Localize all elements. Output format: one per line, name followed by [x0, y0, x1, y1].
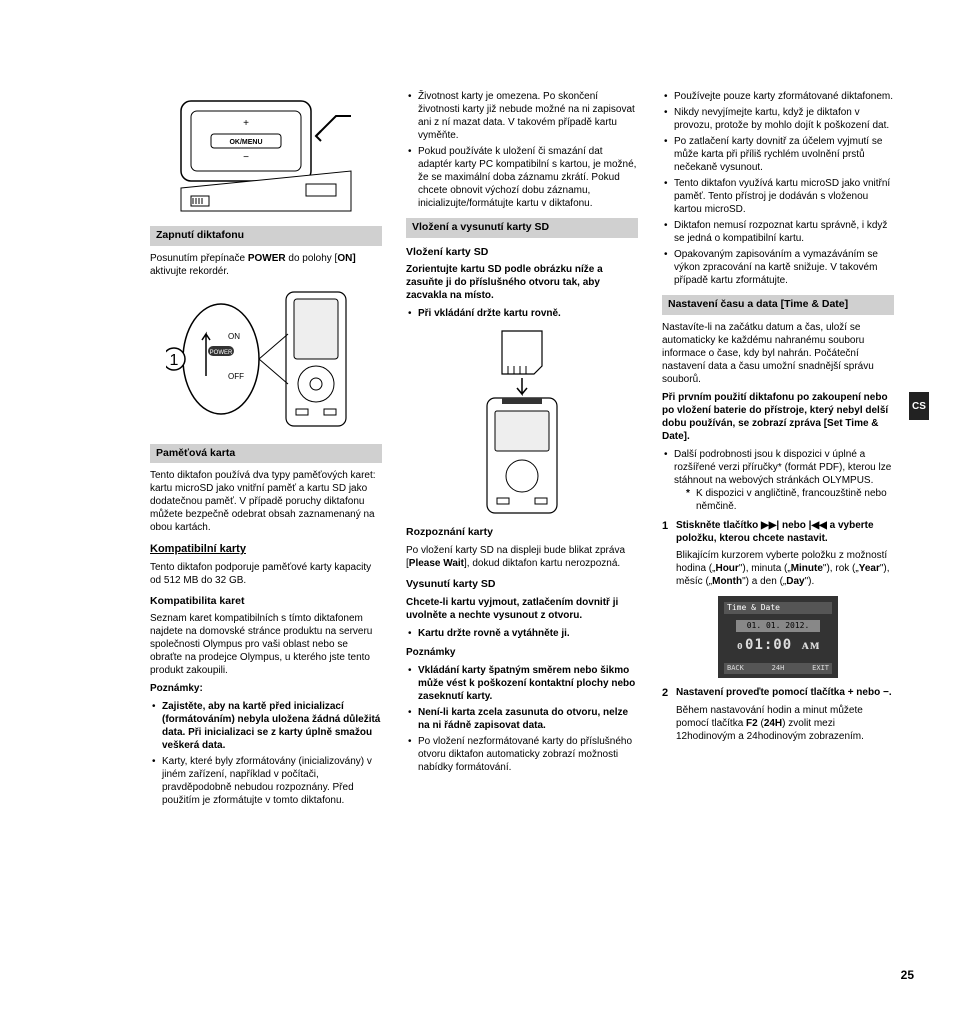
- lcd-back: BACK: [727, 664, 744, 673]
- section-header-power: Zapnutí diktafonu: [150, 226, 382, 246]
- manual-notes: Další podrobnosti jsou k dispozici v úpl…: [662, 448, 894, 513]
- column-2: Životnost karty je omezena. Po skončení …: [406, 90, 638, 813]
- lcd-exit: EXIT: [812, 664, 829, 673]
- hold-straight: Při vkládání držte kartu rovně.: [418, 308, 561, 319]
- manual-pdf: Další podrobnosti jsou k dispozici v úpl…: [674, 449, 891, 486]
- lcd-date: 01. 01. 2012.: [736, 620, 820, 632]
- note-wear: Opakovaným zapisováním a vymazáváním se …: [674, 249, 878, 286]
- step-2-body: Během nastavování hodin a minut můžete p…: [662, 704, 894, 743]
- memory-desc: Tento diktafon používá dva typy paměťový…: [150, 469, 382, 534]
- memory-notes: Zajistěte, aby na kartě před inicializac…: [150, 700, 382, 807]
- svg-text:OFF: OFF: [228, 372, 244, 381]
- eject-heading: Vysunutí karty SD: [406, 578, 638, 592]
- column-1: OK/MENU + − Zapnutí diktafonu Posunutím …: [150, 90, 382, 813]
- okmenu-label: OK/MENU: [229, 139, 262, 146]
- lcd-time: ₀01:00 ᴀᴍ: [724, 636, 832, 654]
- note-format-only: Používejte pouze karty zformátované dikt…: [674, 91, 893, 102]
- note-microsd-internal: Tento diktafon využívá kartu microSD jak…: [674, 178, 890, 215]
- recognition-heading: Rozpoznání karty: [406, 526, 638, 540]
- note-init-erase: Zajistěte, aby na kartě před inicializac…: [162, 701, 380, 751]
- note-not-full: Není-li karta zcela zasunuta do otvoru, …: [418, 707, 628, 731]
- note-format-menu: Po vložení nezformátované karty do přísl…: [418, 736, 632, 773]
- lcd-title: Time & Date: [724, 602, 832, 614]
- card-life-notes: Životnost karty je omezena. Po skončení …: [406, 90, 638, 210]
- step-1: 1 Stiskněte tlačítko ▶▶| nebo |◀◀ a vybe…: [662, 519, 894, 545]
- card-care-notes: Používejte pouze karty zformátované dikt…: [662, 90, 894, 287]
- orient-instruction: Zorientujte kartu SD podle obrázku níže …: [406, 263, 638, 302]
- compatible-cards-heading: Kompatibilní karty: [150, 542, 382, 556]
- page-number: 25: [901, 968, 914, 984]
- illustration-okmenu: OK/MENU + −: [150, 96, 382, 216]
- time-intro: Nastavíte-li na začátku datum a čas, ulo…: [662, 321, 894, 386]
- compatibility-heading: Kompatibilita karet: [150, 595, 382, 609]
- note-pc-adapter: Pokud používáte k uložení či smazání dat…: [418, 146, 636, 209]
- note-card-life: Životnost karty je omezena. Po skončení …: [418, 91, 635, 141]
- capacity-range: Tento diktafon podporuje paměťové karty …: [150, 561, 382, 587]
- note-wrong-direction: Vkládání karty špatným směrem nebo šikmo…: [418, 665, 635, 702]
- section-header-memory: Paměťová karta: [150, 444, 382, 464]
- illustration-sd-insert: [406, 326, 638, 516]
- svg-text:1: 1: [170, 352, 179, 369]
- pull-straight: Kartu držte rovně a vytáhněte ji.: [418, 628, 570, 639]
- recognition-desc: Po vložení karty SD na displeji bude bli…: [406, 544, 638, 570]
- lcd-24h: 24H: [772, 664, 785, 673]
- power-instruction: Posunutím přepínače POWER do polohy [ON]…: [150, 252, 382, 278]
- eject-notes: Kartu držte rovně a vytáhněte ji.: [406, 627, 638, 640]
- notes-label-col1: Poznámky:: [150, 682, 382, 695]
- svg-text:−: −: [243, 152, 249, 163]
- manual-languages: K dispozici v angličtině, francouzštině …: [696, 488, 887, 512]
- sd-warnings: Vkládání karty špatným směrem nebo šikmo…: [406, 664, 638, 774]
- backward-icon: |◀◀: [809, 520, 827, 531]
- illustration-power-switch: ON POWER OFF 1: [150, 284, 382, 434]
- notes-label-col2: Poznámky: [406, 646, 638, 659]
- lcd-screen: Time & Date 01. 01. 2012. ₀01:00 ᴀᴍ BACK…: [718, 596, 838, 678]
- svg-text:POWER: POWER: [210, 350, 233, 356]
- section-header-sd: Vložení a vysunutí karty SD: [406, 218, 638, 238]
- step-2: 2 Nastavení proveďte pomocí tlačítka + n…: [662, 686, 894, 700]
- note-eject-fast: Po zatlačení karty dovnitř za účelem vyj…: [674, 136, 882, 173]
- step-1-body: Blikajícím kurzorem vyberte položku z mo…: [662, 549, 894, 588]
- column-3: Používejte pouze karty zformátované dikt…: [662, 90, 894, 813]
- note-may-not-recog: Diktafon nemusí rozpoznat kartu správně,…: [674, 220, 887, 244]
- insert-sd-heading: Vložení karty SD: [406, 246, 638, 260]
- language-tab: CS: [909, 392, 929, 420]
- svg-text:+: +: [243, 118, 249, 129]
- set-time-first-use: Při prvním použití diktafonu po zakoupen…: [662, 391, 894, 443]
- section-header-time: Nastavení času a data [Time & Date]: [662, 295, 894, 315]
- note-no-remove-running: Nikdy nevyjímejte kartu, když je diktafo…: [674, 107, 889, 131]
- eject-instruction: Chcete-li kartu vyjmout, zatlačením dovn…: [406, 596, 638, 622]
- forward-icon: ▶▶|: [761, 520, 779, 531]
- svg-text:ON: ON: [228, 332, 240, 341]
- note-other-device: Karty, které byly zformátovány (iniciali…: [162, 756, 372, 806]
- insert-notes: Při vkládání držte kartu rovně.: [406, 307, 638, 320]
- compatibility-desc: Seznam karet kompatibilních s tímto dikt…: [150, 612, 382, 677]
